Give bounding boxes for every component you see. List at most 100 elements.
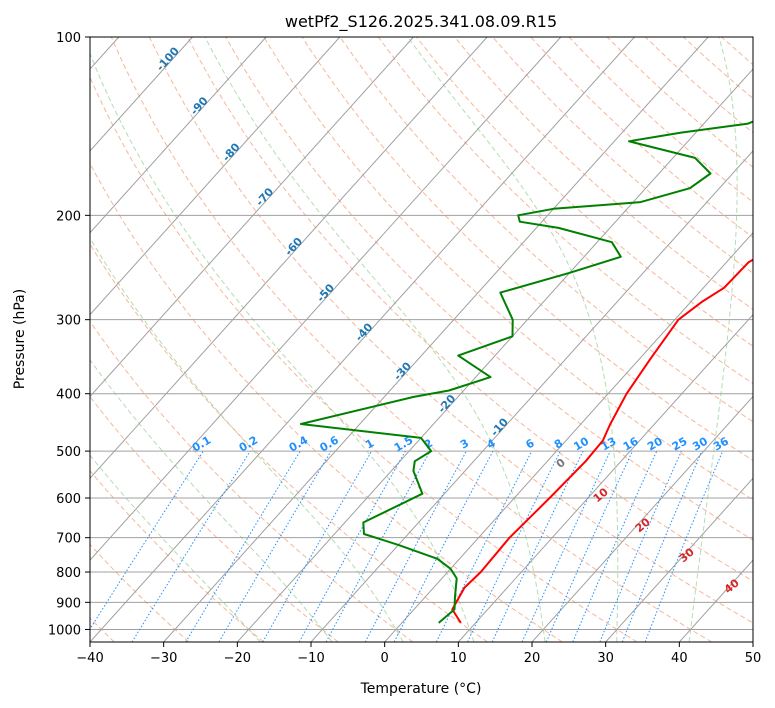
dry-adiabat-line	[454, 37, 753, 311]
isotherm-line	[236, 68, 753, 642]
x-tick-label: −40	[76, 651, 103, 666]
mixing-ratio-line	[545, 450, 633, 642]
dry-adiabat-line	[110, 37, 712, 642]
y-axis-label: Pressure (hPa)	[12, 289, 28, 389]
y-tick-label: 800	[56, 566, 81, 581]
moist-adiabat-line	[90, 358, 333, 642]
axis-ticks: −40 −30 −20 −10 0 10 20 30 40 50 100 200 300 400 500 60…	[48, 31, 761, 666]
dry-adiabat-line	[148, 37, 753, 624]
moist-adiabat-line	[90, 237, 404, 642]
dry-adiabat-line	[301, 37, 753, 462]
y-tick-label: 700	[56, 532, 81, 547]
mixing-ratio-line	[572, 450, 658, 642]
dry-adiabat-line	[90, 76, 638, 642]
isotherm-label: -90	[188, 94, 211, 118]
moist-adiabat-line	[688, 37, 738, 642]
isotherm-label: -40	[353, 320, 376, 344]
mixing-ratio-line	[491, 450, 584, 642]
plot-area: 0.1 0.2 0.4 0.6 1 1.5 2 3 4 6 8 10 13 16 20 25 30 36-100-…	[90, 37, 775, 642]
moist-adiabat-label: 40	[722, 576, 742, 596]
dry-adiabat-line	[90, 162, 563, 642]
dry-adiabat-line	[90, 243, 488, 642]
isotherm-line	[457, 313, 753, 642]
x-tick-label: 0	[381, 651, 389, 666]
mixing-ratio-line	[325, 450, 431, 642]
isotherm-line	[605, 477, 753, 642]
mixing-ratio-line	[364, 450, 467, 642]
x-tick-label: −10	[297, 651, 324, 666]
dry-adiabat-line	[90, 395, 339, 642]
isotherm-line	[90, 37, 414, 398]
dry-adiabat-line	[568, 37, 753, 203]
isotherm-line	[90, 37, 267, 234]
x-tick-label: 30	[597, 651, 614, 666]
temperature-profile	[451, 258, 753, 624]
isotherm-line	[531, 395, 753, 642]
isotherm-line	[90, 37, 488, 480]
mixing-ratio-line	[393, 450, 494, 642]
dry-adiabat-line	[90, 469, 264, 642]
isotherm-line	[310, 150, 753, 642]
moist-adiabat-line	[762, 37, 775, 642]
x-tick-label: 50	[745, 651, 762, 666]
isotherm-line	[90, 37, 635, 642]
mixing-ratio-line	[90, 450, 204, 630]
mixing-ratio-line	[185, 450, 301, 642]
mixing-ratio-label: 3	[458, 437, 471, 452]
mixing-ratio-label: 2	[422, 437, 435, 452]
plot-frame	[89, 36, 754, 643]
mixing-ratio-line	[599, 450, 682, 642]
isotherm-label: -20	[435, 392, 458, 416]
mixing-ratio-line	[131, 450, 251, 642]
moist-adiabat-label: 20	[633, 515, 653, 535]
isotherm-line	[752, 641, 753, 642]
mixing-ratio-label: 1	[363, 437, 376, 452]
dry-adiabat-line	[492, 37, 753, 274]
x-tick-label: 20	[524, 651, 541, 666]
x-tick-label: −20	[224, 651, 251, 666]
isotherms	[90, 37, 753, 642]
dry-adiabat-line	[683, 37, 753, 100]
y-tick-label: 1000	[48, 623, 81, 638]
isotherm-line	[163, 37, 709, 642]
isotherm-label: -100	[154, 44, 182, 73]
isotherm-line	[90, 37, 193, 152]
isotherm-label: -50	[314, 281, 337, 305]
dry-adiabat-line	[90, 543, 190, 642]
y-tick-label: 100	[56, 31, 81, 46]
dry-adiabat-line	[339, 37, 753, 423]
moist-adiabat-line	[90, 454, 261, 642]
dry-adiabats	[90, 37, 753, 642]
y-tick-label: 400	[56, 388, 81, 403]
dry-adiabat-line	[530, 37, 753, 239]
dry-adiabat-line	[187, 37, 753, 582]
y-tick-label: 500	[56, 445, 81, 460]
x-tick-label: 40	[671, 651, 688, 666]
chart-title: wetPf2_S126.2025.341.08.09.R15	[285, 12, 557, 32]
isobars	[90, 37, 753, 630]
y-tick-label: 300	[56, 314, 81, 329]
x-tick-label: −30	[150, 651, 177, 666]
y-tick-label: 200	[56, 209, 81, 224]
mixing-ratio-line	[644, 450, 724, 642]
isotherm-line	[90, 37, 562, 561]
mixing-ratio-line	[435, 450, 533, 642]
dry-adiabat-line	[721, 37, 753, 66]
dewpoint-profile	[299, 120, 753, 624]
isotherm-label: -70	[253, 185, 276, 209]
mixing-ratio-line	[521, 450, 611, 642]
isotherm-label: -60	[282, 235, 305, 259]
dry-adiabat-line	[263, 37, 753, 501]
isotherm-label: -80	[220, 140, 243, 164]
x-axis-label: Temperature (°C)	[360, 681, 482, 697]
dry-adiabat-line	[225, 37, 753, 541]
isotherm-label: -10	[488, 415, 511, 439]
mixing-ratio-line	[621, 450, 703, 642]
y-tick-label: 900	[56, 596, 81, 611]
mixing-ratio-line	[298, 450, 406, 642]
moist-adiabat-label: 30	[677, 545, 697, 565]
mixing-ratio-line	[467, 450, 561, 642]
dry-adiabat-line	[90, 320, 414, 642]
x-tick-label: 10	[450, 651, 467, 666]
